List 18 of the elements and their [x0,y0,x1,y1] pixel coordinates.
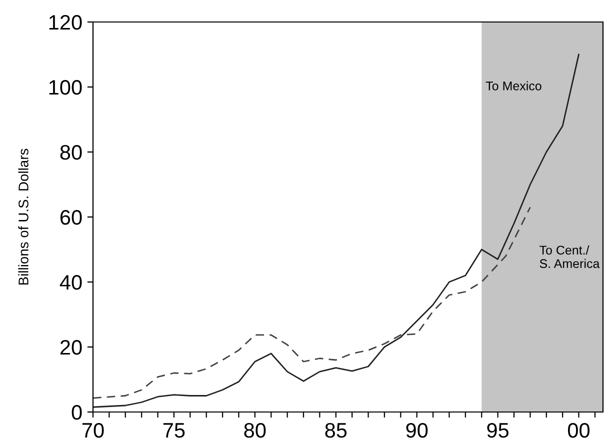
y-tick-label: 40 [60,275,82,290]
y-tick-label: 0 [72,405,82,420]
line-series [93,206,531,399]
x-tick-label: 70 [82,422,104,438]
x-tick-label: 80 [244,422,266,438]
x-tick-label: 00 [568,422,590,438]
y-tick-label: 60 [60,210,82,225]
y-tick-label: 120 [49,15,82,30]
y-tick-label: 100 [49,80,82,95]
x-tick-label: 85 [325,422,347,438]
annotation: To Cent./ S. America [540,245,600,268]
annotation: To Mexico [486,81,542,90]
x-tick-label: 90 [406,422,428,438]
y-axis-title: Billions of U.S. Dollars [18,148,28,285]
y-tick-label: 20 [60,340,82,355]
x-tick-label: 95 [487,422,509,438]
y-tick-label: 80 [60,145,82,160]
x-tick-label: 75 [163,423,185,438]
